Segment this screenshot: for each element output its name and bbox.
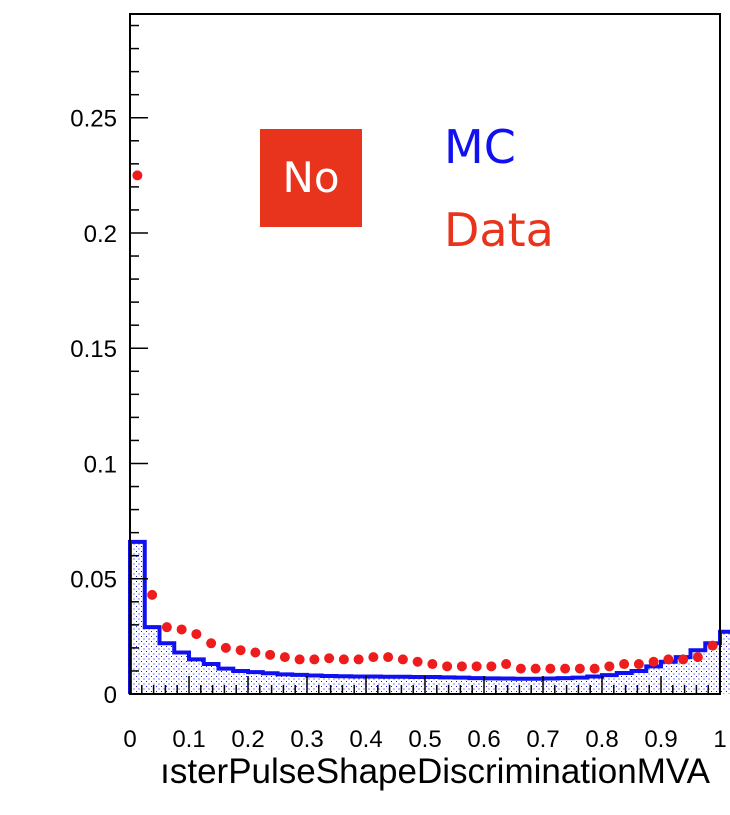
y-tick-label: 0 (104, 682, 117, 709)
data-point (471, 661, 482, 672)
legend-data: Data (444, 203, 554, 257)
data-point (604, 661, 615, 672)
data-point (206, 638, 217, 649)
data-point (279, 652, 290, 663)
data-point (545, 663, 556, 674)
data-point (235, 645, 246, 656)
x-tick-label: 0.2 (231, 726, 264, 753)
y-tick-label: 0.15 (70, 336, 117, 363)
y-tick-label: 0.05 (70, 567, 117, 594)
data-point (574, 663, 585, 674)
data-point (619, 659, 630, 670)
x-tick-label: 0.5 (408, 726, 441, 753)
data-point (147, 589, 158, 600)
data-point (442, 661, 453, 672)
legend-mc: MC (444, 120, 516, 174)
data-point (692, 652, 703, 663)
data-point (353, 654, 364, 665)
data-point (707, 640, 718, 651)
data-point (515, 663, 526, 674)
data-point (176, 624, 187, 635)
y-tick-label: 0.2 (84, 221, 117, 248)
data-point (397, 654, 408, 665)
x-tick-label: 0.6 (467, 726, 500, 753)
data-point (589, 663, 600, 674)
badge-label: No (282, 153, 339, 202)
data-point (412, 656, 423, 667)
y-tick-label: 0.25 (70, 106, 117, 133)
x-tick-label: 0.8 (585, 726, 618, 753)
mc-fill (130, 541, 730, 694)
x-axis-label: ısterPulseShapeDiscriminationMVA (160, 752, 711, 791)
data-point (324, 653, 335, 664)
tick-labels: 0 0.1 0.2 0.3 0.4 0.5 0.6 0.7 0.8 0.9 1 0 0.05 0.1 0.1… (70, 106, 726, 753)
data-point (663, 654, 674, 665)
x-tick-label: 0.4 (349, 726, 382, 753)
x-tick-label: 0 (123, 726, 136, 753)
badge-background (260, 129, 362, 227)
mc-outline (128, 539, 730, 694)
data-point (633, 659, 644, 670)
data-point (456, 661, 467, 672)
data-point (250, 647, 261, 658)
data-point (191, 629, 202, 640)
data-point (265, 649, 276, 660)
data-point (220, 642, 231, 653)
data-point (132, 170, 143, 181)
plot-frame (129, 13, 721, 695)
data-point (427, 659, 438, 670)
data-point (309, 654, 320, 665)
data-point (530, 663, 541, 674)
data-point (368, 652, 379, 663)
data-point (161, 622, 172, 633)
data-points (132, 170, 718, 674)
data-point (294, 654, 305, 665)
data-point (560, 663, 571, 674)
data-point (486, 661, 497, 672)
x-tick-label: 1 (713, 726, 726, 753)
x-tick-label: 0.3 (290, 726, 323, 753)
data-point (338, 654, 349, 665)
data-point (501, 659, 512, 670)
data-point (383, 652, 394, 663)
data-point (678, 654, 689, 665)
x-tick-label: 0.9 (644, 726, 677, 753)
x-tick-label: 0.7 (526, 726, 559, 753)
axes (129, 13, 721, 695)
x-tick-label: 0.1 (172, 726, 205, 753)
mc-histogram (128, 539, 730, 694)
status-badge: No (260, 129, 362, 227)
y-tick-label: 0.1 (84, 451, 117, 478)
data-point (648, 656, 659, 667)
